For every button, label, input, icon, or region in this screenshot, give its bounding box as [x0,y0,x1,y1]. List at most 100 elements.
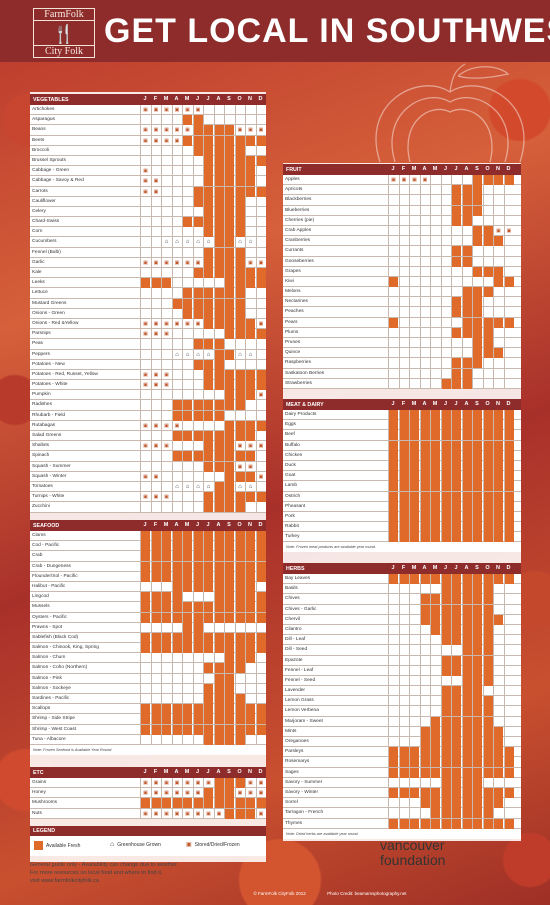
fresh-cell [493,818,503,829]
fresh-cell [213,369,224,380]
empty-cell [161,461,171,472]
empty-cell [171,461,182,472]
fresh-cell [245,808,255,819]
empty-cell [150,308,161,319]
fresh-cell [388,317,398,328]
empty-cell [245,339,255,350]
empty-cell [419,655,430,666]
fresh-cell [482,706,493,717]
empty-cell [482,297,493,308]
table-row: Mussels [30,602,266,613]
stored-cell [161,380,171,391]
fresh-cell [140,724,150,735]
legend-stored-label: Stored/Dried/Frozen [194,841,240,848]
empty-cell [161,115,171,126]
stored-cell [234,788,245,799]
empty-cell [171,217,182,228]
month-header: A [216,769,221,775]
fresh-cell [461,787,472,798]
empty-cell [245,145,255,156]
stored-cell [161,125,171,136]
empty-cell [451,276,461,287]
empty-cell [493,635,503,646]
fresh-cell [482,798,493,809]
empty-cell [503,645,514,656]
fresh-cell [398,460,409,471]
empty-cell [409,317,419,328]
item-name: Shrimp - West Coast [32,726,77,732]
fresh-cell [451,594,461,605]
empty-cell [503,205,514,216]
fresh-cell [503,481,514,492]
empty-cell [161,683,171,694]
item-name: Lamb [285,483,297,489]
fresh-cell [430,491,440,502]
table-row: Peaches [283,307,521,318]
empty-cell [409,276,419,287]
fresh-cell [245,704,255,715]
empty-cell [461,266,472,277]
fresh-cell [224,734,234,745]
fresh-cell [461,767,472,778]
month-header: A [216,522,221,528]
fresh-cell [451,787,461,798]
empty-cell [419,256,430,267]
fresh-cell [472,716,482,727]
month-header: F [153,769,158,775]
fresh-cell [493,175,503,185]
empty-cell [213,420,224,431]
item-name: Carrots [32,188,48,194]
fresh-cell [213,431,224,441]
empty-cell [192,673,203,684]
fresh-cell [461,655,472,666]
stored-cell [161,329,171,340]
fresh-cell [461,808,472,819]
empty-cell [493,368,503,379]
empty-cell [140,268,150,278]
fresh-cell [482,338,493,348]
empty-cell [182,683,192,694]
empty-cell [419,624,430,635]
fresh-cell [213,176,224,187]
fresh-cell [203,451,213,462]
empty-cell [161,694,171,704]
empty-cell [255,581,266,592]
empty-cell [388,696,398,707]
empty-cell [234,115,245,126]
empty-cell [493,307,503,318]
fresh-cell [419,757,430,768]
fresh-cell [203,643,213,654]
empty-cell [192,492,203,503]
fresh-cell [472,706,482,717]
item-name: Garlic [32,259,45,265]
fresh-cell [430,757,440,768]
empty-cell [388,215,398,226]
empty-cell [388,624,398,635]
stored-cell [161,441,171,452]
fresh-cell [419,511,430,522]
fresh-cell [461,747,472,758]
fresh-cell [171,431,182,441]
empty-cell [150,298,161,309]
stored-cell [171,808,182,819]
empty-cell [203,278,213,289]
empty-cell [255,237,266,248]
item-name: Beans [32,127,46,133]
stored-cell [140,492,150,503]
empty-cell [161,410,171,421]
table-row: Crab Apples [283,225,521,237]
fresh-cell [140,541,150,552]
item-name: Cranberries [285,238,311,244]
fresh-cell [461,604,472,615]
greenhouse-icon: ⌂ [110,841,115,848]
empty-cell [493,808,503,819]
fresh-cell [255,643,266,654]
empty-cell [213,115,224,126]
item-name: Plums [285,329,299,335]
empty-cell [192,663,203,674]
fresh-cell [171,714,182,725]
fresh-cell [482,471,493,482]
fresh-cell [461,358,472,369]
empty-cell [419,246,430,257]
empty-cell [461,338,472,348]
